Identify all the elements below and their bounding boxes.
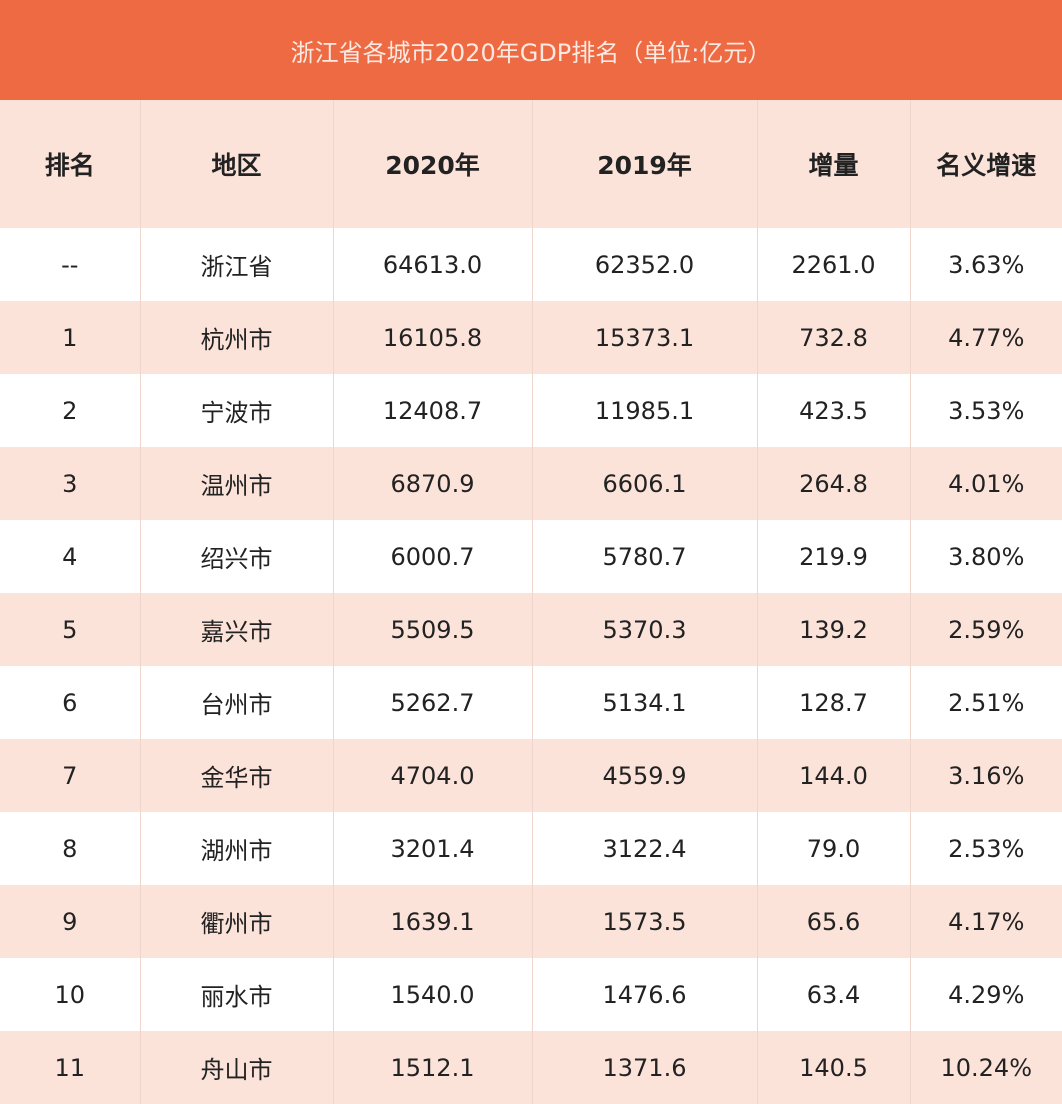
cell-gdp-2020: 64613.0 (332, 228, 532, 301)
cell-increase: 264.8 (756, 447, 910, 520)
header-row: 排名 地区 2020年 2019年 增量 名义增速 (0, 100, 1062, 228)
cell-gdp-2020: 1540.0 (332, 958, 532, 1031)
cell-gdp-2019: 1573.5 (531, 885, 757, 958)
cell-rank: 7 (0, 739, 140, 812)
cell-region: 绍兴市 (139, 520, 333, 593)
cell-rank: 8 (0, 812, 140, 885)
cell-growth-rate: 3.53% (909, 374, 1062, 447)
gdp-ranking-table: 排名 地区 2020年 2019年 增量 名义增速 -- 浙江省 64613.0 62… (0, 100, 1062, 1104)
table-row: 2 宁波市 12408.7 11985.1 423.5 3.53% (0, 374, 1062, 447)
cell-region: 台州市 (139, 666, 333, 739)
table-title-bar: 浙江省各城市2020年GDP排名（单位:亿元） (0, 0, 1062, 100)
cell-growth-rate: 2.51% (909, 666, 1062, 739)
cell-gdp-2020: 1639.1 (332, 885, 532, 958)
cell-gdp-2020: 1512.1 (332, 1031, 532, 1104)
cell-gdp-2019: 5370.3 (531, 593, 757, 666)
cell-growth-rate: 2.59% (909, 593, 1062, 666)
cell-increase: 144.0 (756, 739, 910, 812)
cell-region: 温州市 (139, 447, 333, 520)
cell-gdp-2020: 6870.9 (332, 447, 532, 520)
col-header-region: 地区 (139, 100, 333, 228)
table-row: 10 丽水市 1540.0 1476.6 63.4 4.29% (0, 958, 1062, 1031)
cell-increase: 140.5 (756, 1031, 910, 1104)
cell-gdp-2019: 4559.9 (531, 739, 757, 812)
cell-region: 丽水市 (139, 958, 333, 1031)
cell-rank: 9 (0, 885, 140, 958)
cell-rank: 4 (0, 520, 140, 593)
cell-rank: 3 (0, 447, 140, 520)
cell-region: 宁波市 (139, 374, 333, 447)
cell-region: 杭州市 (139, 301, 333, 374)
table-title: 浙江省各城市2020年GDP排名（单位:亿元） (290, 38, 772, 67)
cell-gdp-2019: 3122.4 (531, 812, 757, 885)
cell-rank: 2 (0, 374, 140, 447)
cell-rank: 10 (0, 958, 140, 1031)
cell-increase: 732.8 (756, 301, 910, 374)
col-header-rank: 排名 (0, 100, 140, 228)
table-row: 5 嘉兴市 5509.5 5370.3 139.2 2.59% (0, 593, 1062, 666)
cell-gdp-2020: 5262.7 (332, 666, 532, 739)
table-row: 8 湖州市 3201.4 3122.4 79.0 2.53% (0, 812, 1062, 885)
cell-growth-rate: 3.16% (909, 739, 1062, 812)
cell-rank: 11 (0, 1031, 140, 1104)
cell-region: 嘉兴市 (139, 593, 333, 666)
table-row: 4 绍兴市 6000.7 5780.7 219.9 3.80% (0, 520, 1062, 593)
cell-region: 衢州市 (139, 885, 333, 958)
cell-growth-rate: 4.17% (909, 885, 1062, 958)
cell-gdp-2019: 5780.7 (531, 520, 757, 593)
col-header-2020: 2020年 (332, 100, 532, 228)
cell-growth-rate: 4.01% (909, 447, 1062, 520)
table-row: -- 浙江省 64613.0 62352.0 2261.0 3.63% (0, 228, 1062, 301)
cell-increase: 79.0 (756, 812, 910, 885)
cell-increase: 63.4 (756, 958, 910, 1031)
cell-rank: 6 (0, 666, 140, 739)
cell-growth-rate: 10.24% (909, 1031, 1062, 1104)
cell-gdp-2020: 3201.4 (332, 812, 532, 885)
cell-rank: 1 (0, 301, 140, 374)
table-row: 3 温州市 6870.9 6606.1 264.8 4.01% (0, 447, 1062, 520)
cell-increase: 65.6 (756, 885, 910, 958)
cell-rank: 5 (0, 593, 140, 666)
cell-gdp-2020: 12408.7 (332, 374, 532, 447)
cell-gdp-2020: 4704.0 (332, 739, 532, 812)
cell-increase: 128.7 (756, 666, 910, 739)
cell-gdp-2020: 5509.5 (332, 593, 532, 666)
cell-growth-rate: 2.53% (909, 812, 1062, 885)
table-row: 6 台州市 5262.7 5134.1 128.7 2.51% (0, 666, 1062, 739)
table-row: 7 金华市 4704.0 4559.9 144.0 3.16% (0, 739, 1062, 812)
table-row: 9 衢州市 1639.1 1573.5 65.6 4.17% (0, 885, 1062, 958)
cell-growth-rate: 3.63% (909, 228, 1062, 301)
cell-gdp-2020: 16105.8 (332, 301, 532, 374)
cell-region: 舟山市 (139, 1031, 333, 1104)
col-header-growth-rate: 名义增速 (909, 100, 1062, 228)
cell-increase: 423.5 (756, 374, 910, 447)
cell-rank: -- (0, 228, 140, 301)
cell-growth-rate: 4.29% (909, 958, 1062, 1031)
cell-increase: 2261.0 (756, 228, 910, 301)
cell-growth-rate: 4.77% (909, 301, 1062, 374)
cell-region: 浙江省 (139, 228, 333, 301)
cell-increase: 139.2 (756, 593, 910, 666)
table-row: 11 舟山市 1512.1 1371.6 140.5 10.24% (0, 1031, 1062, 1104)
cell-gdp-2019: 1371.6 (531, 1031, 757, 1104)
cell-gdp-2019: 5134.1 (531, 666, 757, 739)
cell-gdp-2019: 6606.1 (531, 447, 757, 520)
col-header-increase: 增量 (756, 100, 910, 228)
cell-gdp-2019: 11985.1 (531, 374, 757, 447)
cell-gdp-2019: 62352.0 (531, 228, 757, 301)
cell-region: 金华市 (139, 739, 333, 812)
cell-gdp-2019: 1476.6 (531, 958, 757, 1031)
cell-gdp-2020: 6000.7 (332, 520, 532, 593)
cell-gdp-2019: 15373.1 (531, 301, 757, 374)
cell-growth-rate: 3.80% (909, 520, 1062, 593)
col-header-2019: 2019年 (531, 100, 757, 228)
cell-region: 湖州市 (139, 812, 333, 885)
cell-increase: 219.9 (756, 520, 910, 593)
table-row: 1 杭州市 16105.8 15373.1 732.8 4.77% (0, 301, 1062, 374)
